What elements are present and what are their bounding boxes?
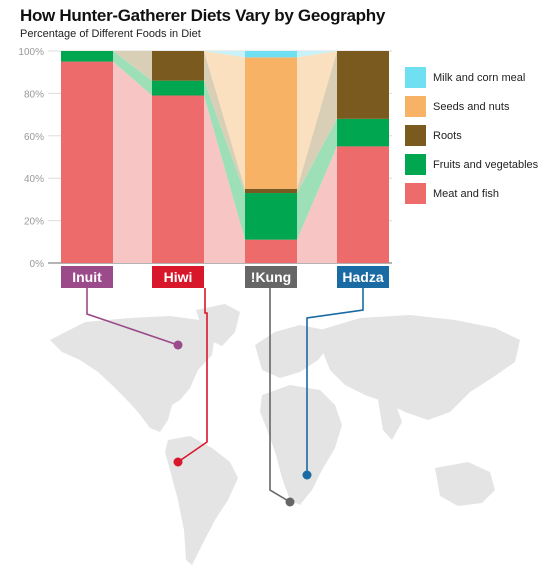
connector-meat-and-fish [113, 61, 152, 263]
connector-milk-and-corn-meal [204, 51, 245, 58]
location-dot-hadza [302, 470, 312, 480]
bar-hadza-fruits-and-vegetables [337, 118, 389, 147]
chart-subtitle: Percentage of Different Foods in Diet [20, 28, 201, 40]
chart-title: How Hunter-Gatherer Diets Vary by Geogra… [20, 6, 385, 25]
connector-roots [297, 51, 337, 194]
world-map [50, 304, 520, 565]
y-tick-label: 80% [24, 89, 44, 100]
y-tick-label: 0% [30, 259, 45, 270]
y-tick-label: 100% [18, 47, 44, 58]
category-label-inuit: Inuit [72, 269, 102, 285]
connector-roots [204, 51, 245, 194]
africa-shape [260, 385, 342, 505]
y-tick-label: 60% [24, 132, 44, 143]
category-box-inuit [61, 266, 113, 288]
category-labels: Inuit Hiwi !Kung Hadza [61, 266, 389, 288]
connector-seeds-and-nuts [204, 51, 245, 189]
bar-kung-roots [245, 188, 297, 194]
bar-inuit-fruits-and-vegetables [61, 51, 113, 62]
legend-swatch-milk-and-corn-meal [405, 67, 426, 88]
leader-line-hiwi [177, 288, 208, 463]
bar-kung-milk-and-corn-meal [245, 51, 297, 58]
connector-milk-and-corn-meal [297, 51, 337, 58]
connector-seeds-and-nuts [297, 51, 337, 189]
connector-roots [113, 51, 152, 81]
category-box-hiwi [152, 266, 204, 288]
bar-hadza-meat-and-fish [337, 146, 389, 263]
y-tick-label: 20% [24, 217, 44, 228]
connector-fruits-and-vegetables [297, 118, 337, 240]
location-dot-inuit [173, 340, 183, 350]
leader-line-kung [269, 288, 291, 503]
y-tick-label: 40% [24, 174, 44, 185]
bar-kung-seeds-and-nuts [245, 57, 297, 189]
connector-meat-and-fish [204, 95, 245, 264]
legend-swatch-seeds-and-nuts [405, 96, 426, 117]
legend-label-fruits-and-vegetables: Fruits and vegetables [433, 159, 539, 171]
bar-inuit-meat-and-fish [61, 61, 113, 263]
australia-shape [435, 462, 495, 506]
europe-shape [255, 325, 330, 378]
legend-label-roots: Roots [433, 130, 462, 142]
category-box-kung [245, 266, 297, 288]
legend-label-milk-and-corn-meal: Milk and corn meal [433, 72, 525, 84]
category-box-hadza [337, 266, 389, 288]
connector-fruits-and-vegetables [113, 51, 152, 96]
bar-hiwi-fruits-and-vegetables [152, 80, 204, 96]
stacked-bars [61, 51, 389, 264]
leader-line-hadza [306, 288, 364, 475]
leader-line-inuit [86, 288, 179, 346]
legend-swatch-meat-and-fish [405, 183, 426, 204]
bar-kung-fruits-and-vegetables [245, 193, 297, 240]
leader-lines [86, 288, 364, 507]
legend-swatch-roots [405, 125, 426, 146]
location-dot-kung [285, 497, 295, 507]
bar-hadza-roots [337, 51, 389, 119]
bar-hiwi-meat-and-fish [152, 95, 204, 264]
india-shape [378, 400, 402, 440]
category-label-hiwi: Hiwi [164, 269, 193, 285]
legend-label-seeds-and-nuts: Seeds and nuts [433, 101, 510, 113]
location-dot-hiwi [173, 457, 183, 467]
category-label-hadza: Hadza [342, 269, 383, 285]
category-label-kung: !Kung [251, 269, 291, 285]
connector-meat-and-fish [297, 146, 337, 263]
legend-swatch-fruits-and-vegetables [405, 154, 426, 175]
bar-kung-meat-and-fish [245, 239, 297, 263]
stack-connectors [113, 51, 337, 264]
legend-label-meat-and-fish: Meat and fish [433, 188, 499, 200]
south-america-shape [165, 436, 238, 565]
bar-hiwi-roots [152, 51, 204, 81]
asia-shape [320, 315, 520, 420]
legend: Milk and corn meal Seeds and nuts Roots Fru… [405, 67, 539, 204]
connector-fruits-and-vegetables [204, 80, 245, 240]
north-america-shape [50, 316, 215, 432]
